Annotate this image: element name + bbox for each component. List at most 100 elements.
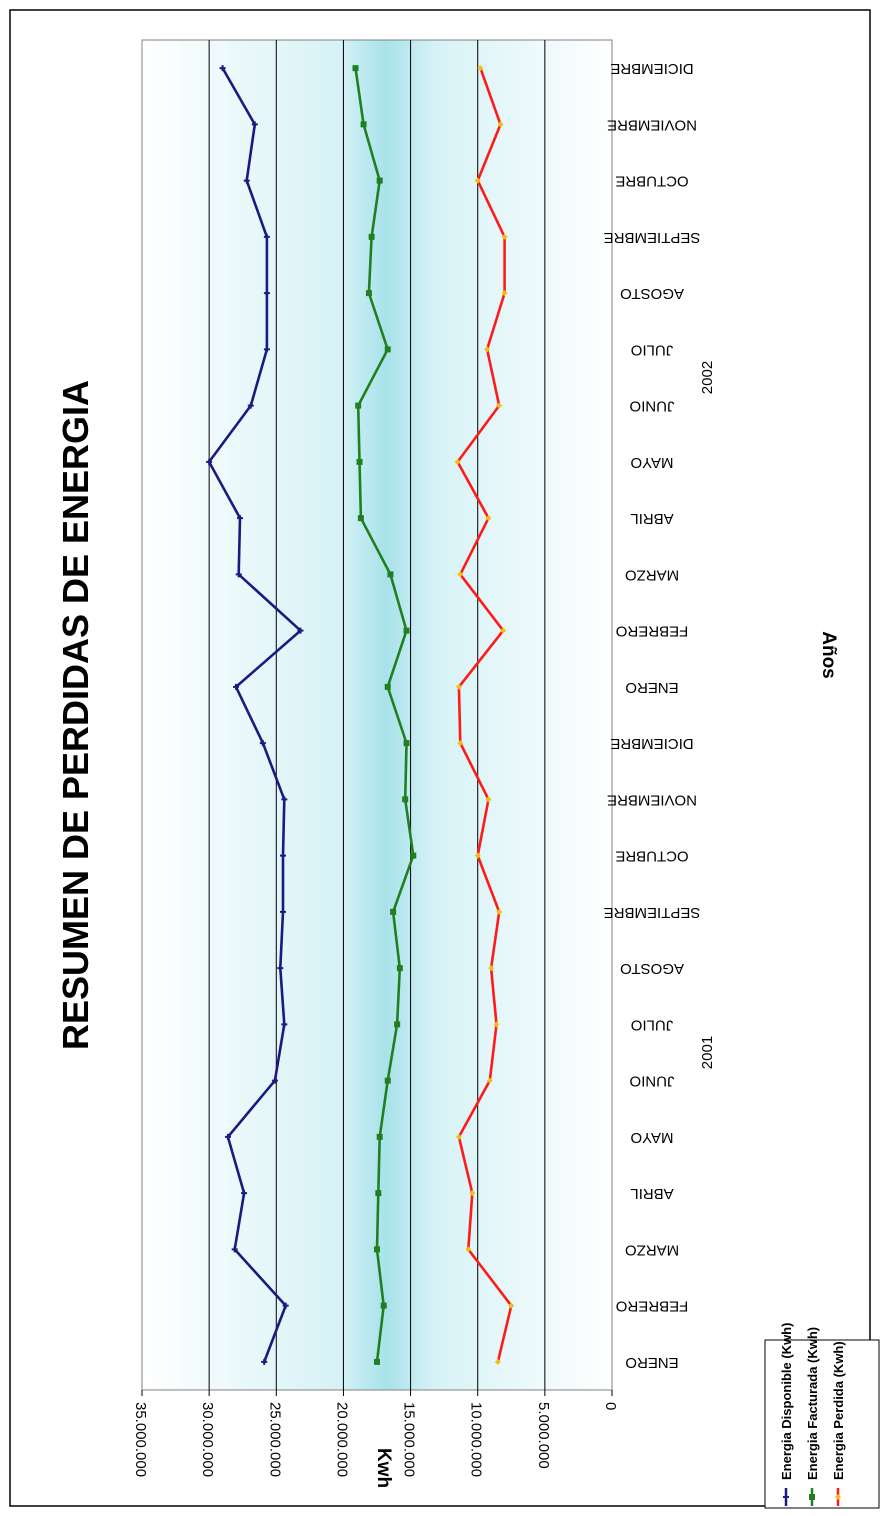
data-point xyxy=(263,346,270,353)
x-tick-label: DICIEMBRE xyxy=(610,735,693,752)
data-point xyxy=(219,65,226,72)
data-point xyxy=(243,177,250,184)
data-point xyxy=(390,908,397,915)
x-tick-label: JUNIO xyxy=(630,398,675,415)
data-point xyxy=(501,233,508,240)
data-point xyxy=(455,683,462,690)
data-point xyxy=(277,965,284,972)
y-tick-label: 35.000.000 xyxy=(132,1402,149,1477)
y-tick-label: 15.000.000 xyxy=(401,1402,418,1477)
x-tick-label: MARZO xyxy=(625,1241,679,1258)
x-tick-label: AGOSTO xyxy=(620,960,684,977)
legend-label: Energia Disponible (Kwh) xyxy=(779,1323,794,1480)
y-tick-label: 10.000.000 xyxy=(468,1402,485,1477)
x-tick-label: JUNIO xyxy=(630,1073,675,1090)
year-label: 2002 xyxy=(699,361,716,394)
data-point xyxy=(484,346,491,353)
data-point xyxy=(485,796,492,803)
data-point xyxy=(374,1246,380,1253)
data-point xyxy=(477,65,484,72)
legend-label: Energia Facturada (Kwh) xyxy=(805,1327,820,1480)
plot-area xyxy=(141,39,613,1391)
data-point xyxy=(474,852,481,859)
data-point xyxy=(469,1190,476,1197)
data-point xyxy=(224,1133,231,1140)
data-point xyxy=(280,908,286,915)
year-label: 2001 xyxy=(699,1036,716,1069)
x-tick-label: ABRIL xyxy=(630,1185,673,1202)
x-tick-label: ENERO xyxy=(625,679,678,696)
data-point xyxy=(281,796,288,803)
data-point xyxy=(259,740,266,747)
chart-title: RESUMEN DE PERDIDAS DE ENERGIA xyxy=(55,380,96,1050)
data-point xyxy=(486,1077,493,1084)
x-tick-label: MAYO xyxy=(630,1129,673,1146)
series-line xyxy=(352,65,417,1365)
data-point xyxy=(365,290,372,297)
data-point xyxy=(457,571,464,578)
y-tick-label: 30.000.000 xyxy=(199,1402,216,1477)
data-point xyxy=(500,627,507,634)
x-tick-label: DICIEMBRE xyxy=(610,60,693,77)
data-point xyxy=(233,683,239,690)
data-point xyxy=(384,683,391,690)
data-point xyxy=(496,402,503,409)
data-point xyxy=(360,121,367,128)
data-point xyxy=(402,796,409,803)
data-point xyxy=(376,1133,383,1140)
x-tick-label: OCTUBRE xyxy=(615,173,688,190)
legend-item: Energia Disponible (Kwh) xyxy=(779,1323,794,1506)
x-tick-label: FEBRERO xyxy=(616,1298,689,1315)
series-line xyxy=(454,65,515,1365)
data-point xyxy=(384,346,391,353)
data-point xyxy=(384,1077,391,1084)
data-point xyxy=(355,402,362,409)
x-tick-label: MAYO xyxy=(630,454,673,471)
x-tick-label: ENERO xyxy=(625,1354,678,1371)
legend-item: Energia Facturada (Kwh) xyxy=(805,1327,820,1506)
y-tick-label: 5.000.000 xyxy=(535,1402,552,1469)
data-point xyxy=(835,1494,841,1500)
data-point xyxy=(241,1190,248,1197)
data-point xyxy=(494,1358,501,1365)
year-labels: 2001 2002 xyxy=(699,361,716,1069)
series-path xyxy=(456,67,513,1363)
data-point xyxy=(508,1302,515,1309)
data-point xyxy=(356,458,363,465)
y-tick-label: 0 xyxy=(602,1402,619,1410)
data-point xyxy=(403,627,410,634)
data-point xyxy=(235,571,242,578)
data-point xyxy=(488,965,495,972)
x-tick-label: NOVIEMBRE xyxy=(607,116,697,133)
data-point xyxy=(263,233,270,240)
legend: Energia Disponible (Kwh) Energia Facturad… xyxy=(764,1323,880,1509)
data-point xyxy=(474,177,481,184)
data-point xyxy=(380,1302,387,1309)
data-point xyxy=(457,740,464,747)
data-point xyxy=(280,852,286,859)
data-point xyxy=(455,1133,462,1140)
data-point xyxy=(247,402,254,409)
x-tick-label: FEBRERO xyxy=(616,623,689,640)
data-point xyxy=(271,1077,278,1084)
x-tick-label: JULIO xyxy=(631,341,674,358)
data-point xyxy=(376,177,383,184)
x-axis-ticks: ENERO FEBRERO MARZO ABRIL MAYO JUNIO JULIO AGOS… xyxy=(604,60,701,1371)
x-axis-title: Años xyxy=(818,631,839,679)
legend-label: Energia Perdida (Kwh) xyxy=(831,1341,846,1480)
x-tick-label: ABRIL xyxy=(630,510,673,527)
data-point xyxy=(352,65,359,72)
data-point xyxy=(357,515,364,522)
gridlines xyxy=(208,40,546,1390)
series-layer xyxy=(206,65,515,1365)
data-point xyxy=(465,1246,472,1253)
data-point xyxy=(410,852,417,859)
data-point xyxy=(263,290,270,297)
x-tick-label: NOVIEMBRE xyxy=(607,791,697,808)
data-point xyxy=(231,1246,238,1253)
x-tick-label: OCTUBRE xyxy=(615,848,688,865)
x-tick-label: AGOSTO xyxy=(620,285,684,302)
legend-item: Energia Perdida (Kwh) xyxy=(831,1341,846,1506)
data-point xyxy=(375,1190,382,1197)
